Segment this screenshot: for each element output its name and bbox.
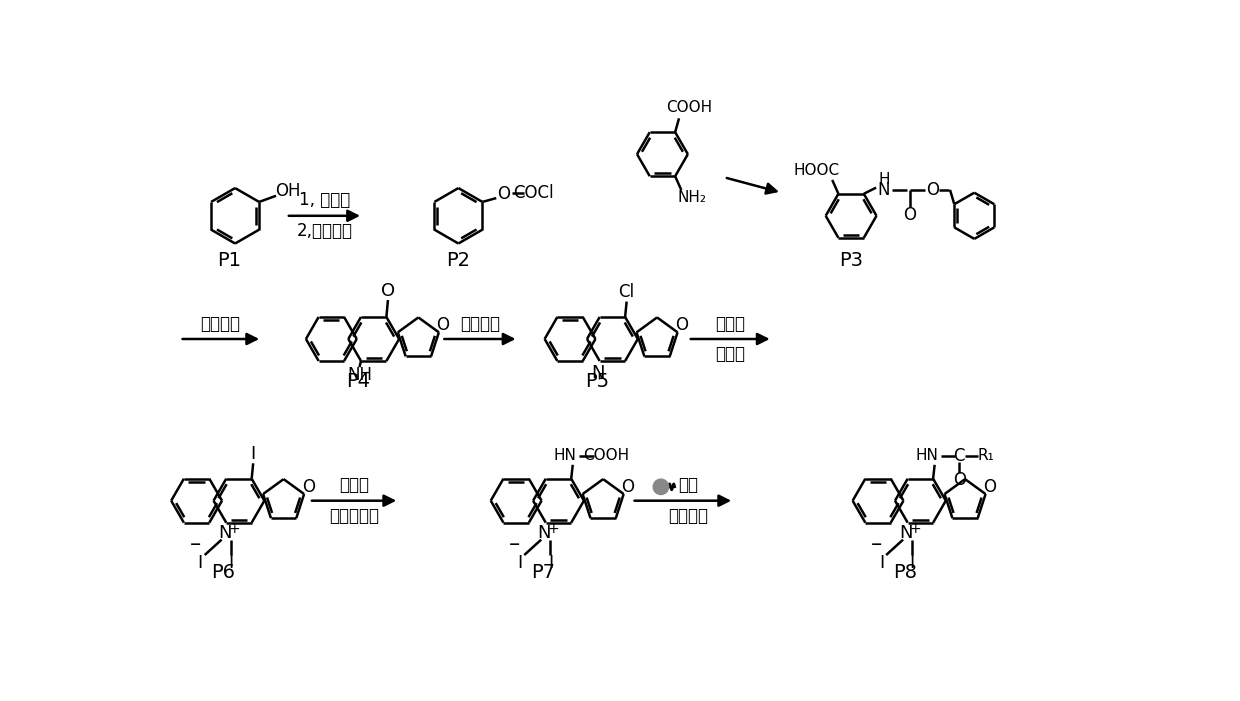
- Text: N: N: [218, 524, 232, 543]
- Text: P1: P1: [217, 251, 241, 270]
- Text: O: O: [497, 185, 511, 203]
- Text: COCl: COCl: [513, 184, 553, 202]
- Text: I: I: [517, 554, 522, 572]
- Text: HN: HN: [915, 448, 939, 463]
- Text: P8: P8: [893, 563, 918, 582]
- Text: NH: NH: [347, 366, 372, 384]
- Text: 固相合成: 固相合成: [668, 507, 708, 525]
- Text: COOH: COOH: [666, 100, 712, 115]
- Text: I: I: [879, 554, 884, 572]
- Text: O: O: [381, 282, 396, 300]
- Text: OH: OH: [275, 182, 301, 200]
- Text: I: I: [228, 554, 233, 572]
- Text: O: O: [436, 316, 449, 334]
- Text: O: O: [676, 316, 688, 334]
- Text: 2,氯化亚砜: 2,氯化亚砜: [296, 222, 352, 240]
- Text: 碘甲烷: 碘甲烷: [715, 315, 745, 332]
- Text: 环丁砜: 环丁砜: [715, 346, 745, 363]
- Text: I: I: [910, 554, 915, 572]
- Text: COOH: COOH: [584, 448, 630, 463]
- Text: 1, 氯乙酸: 1, 氯乙酸: [299, 191, 350, 210]
- Text: 多聚磷酸: 多聚磷酸: [200, 315, 239, 332]
- Text: +: +: [548, 522, 559, 536]
- Text: +: +: [910, 522, 921, 536]
- Text: O: O: [621, 478, 635, 496]
- Text: O: O: [904, 205, 916, 224]
- Text: 乙二醇乙醚: 乙二醇乙醚: [329, 507, 378, 525]
- Text: N: N: [591, 365, 605, 382]
- Text: O: O: [952, 471, 966, 489]
- Text: NH₂: NH₂: [677, 190, 707, 205]
- Text: P2: P2: [446, 251, 470, 270]
- Text: –: –: [190, 534, 201, 554]
- Text: P4: P4: [346, 372, 371, 391]
- Text: N: N: [878, 181, 890, 199]
- Text: 甘氨酸: 甘氨酸: [339, 476, 368, 494]
- Text: O: O: [926, 181, 940, 199]
- Text: 氯化亚砜: 氯化亚砜: [460, 315, 500, 332]
- Text: P3: P3: [839, 251, 863, 270]
- Text: P6: P6: [212, 563, 236, 582]
- Text: HOOC: HOOC: [794, 163, 839, 178]
- Text: P5: P5: [585, 372, 609, 391]
- Circle shape: [653, 479, 668, 494]
- Text: R₁: R₁: [977, 448, 993, 463]
- Text: 肽链: 肽链: [678, 476, 698, 494]
- Text: H: H: [878, 172, 889, 187]
- Text: I: I: [250, 445, 255, 463]
- Text: +: +: [228, 522, 239, 536]
- Text: I: I: [548, 554, 553, 572]
- Text: C: C: [954, 447, 965, 465]
- Text: I: I: [197, 554, 202, 572]
- Text: N: N: [537, 524, 551, 543]
- Text: P7: P7: [531, 563, 556, 582]
- Text: –: –: [510, 534, 521, 554]
- Text: Cl: Cl: [619, 283, 635, 301]
- Text: O: O: [983, 478, 996, 496]
- Text: N: N: [899, 524, 913, 543]
- Text: HN: HN: [553, 448, 577, 463]
- Text: –: –: [872, 534, 883, 554]
- Text: O: O: [301, 478, 315, 496]
